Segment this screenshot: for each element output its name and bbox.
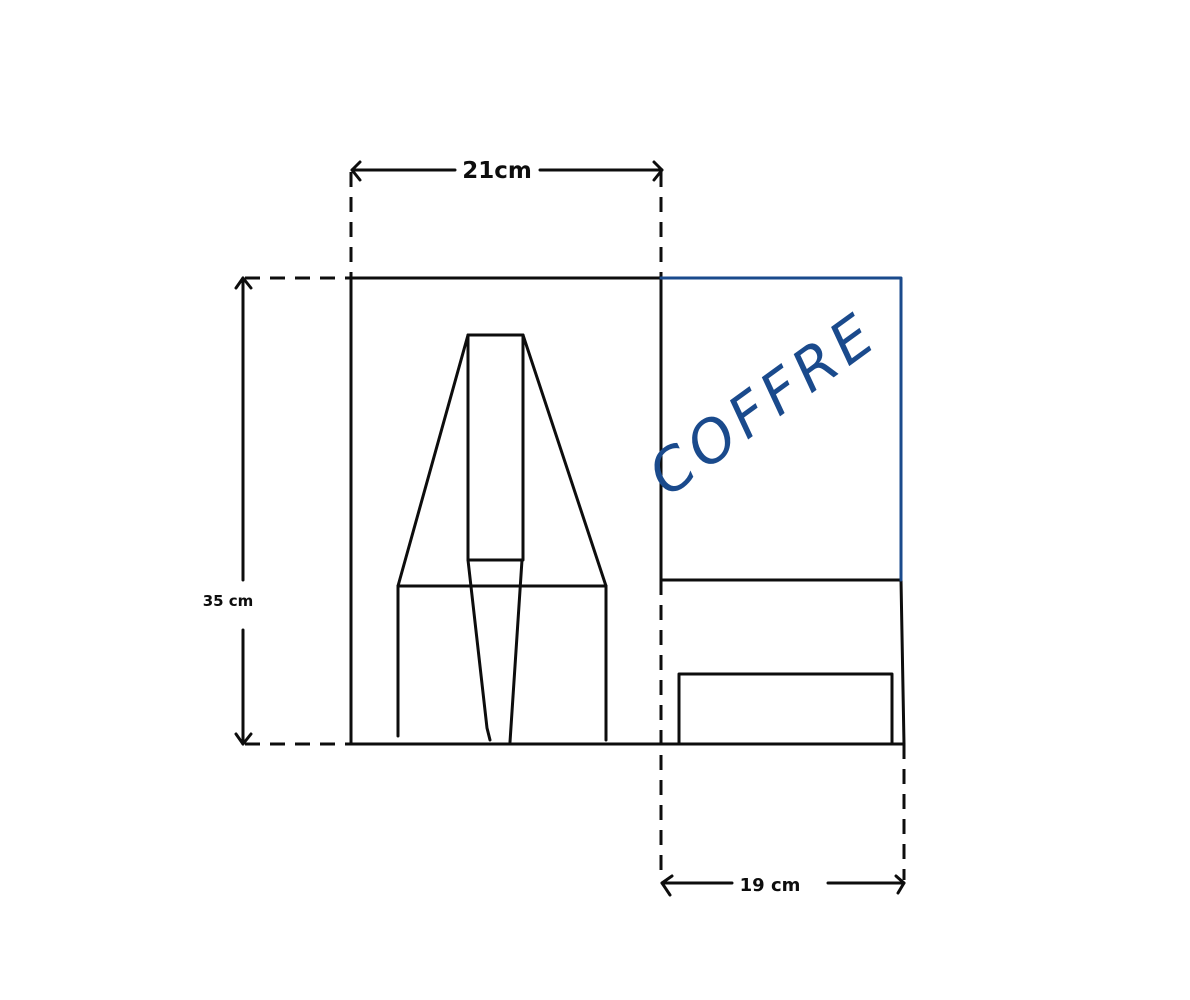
bottle-inner-left (466, 558, 492, 742)
arrowhead-left-icon (660, 874, 674, 897)
extension-lines (245, 172, 906, 880)
trunk-outline (659, 276, 903, 582)
arrowhead-down-icon (234, 732, 253, 746)
dimension-bottom-label: 19 cm (740, 875, 801, 896)
dimension-top: 21cm (350, 158, 664, 184)
right-cabinet-side (899, 578, 906, 746)
left-cabinet-outline (349, 276, 663, 746)
trunk-compartment: COFFRE (636, 276, 903, 582)
drawer-outline (677, 672, 894, 746)
dimension-left-label: 35 cm (203, 592, 254, 610)
right-cabinet (659, 578, 906, 746)
bottle-shape (396, 333, 608, 744)
left-cabinet (349, 276, 906, 746)
arrowhead-left-icon (350, 160, 362, 182)
dimension-top-label: 21cm (462, 158, 532, 184)
bottle-neck (466, 333, 525, 562)
arrowhead-up-icon (234, 276, 253, 290)
arrowhead-right-icon (894, 874, 906, 895)
arrowhead-right-icon (652, 160, 664, 182)
bottle-right-slope (521, 333, 608, 588)
bottle-left-slope (396, 333, 470, 588)
dimension-bottom: 19 cm (660, 874, 906, 897)
dimension-left: 35 cm (203, 276, 254, 746)
trunk-label: COFFRE (636, 298, 891, 509)
bottle-inner-right (508, 558, 524, 744)
